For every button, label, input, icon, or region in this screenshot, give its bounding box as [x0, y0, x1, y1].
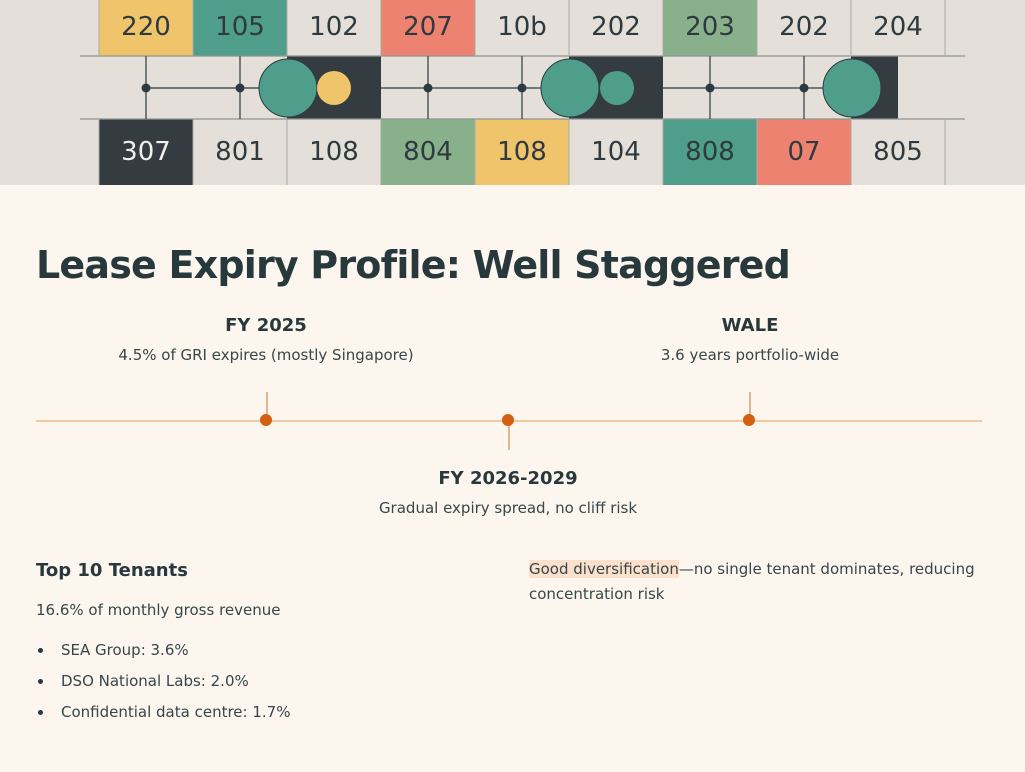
- hero-tile-label: 220: [121, 12, 171, 42]
- hero-tile-label: 104: [591, 137, 641, 167]
- hero-node: [423, 83, 433, 93]
- hero-tile-label: 204: [873, 12, 923, 42]
- hero-tile: [851, 119, 945, 185]
- hero-tile: [99, 119, 193, 185]
- hero-tile: [287, 0, 381, 56]
- hero-tile: [381, 0, 475, 56]
- hero-tile: [663, 0, 757, 56]
- timeline-dot-wale: [743, 414, 755, 426]
- hero-tile: [193, 119, 287, 185]
- hero-tile: [475, 119, 569, 185]
- tenants-list: SEA Group: 3.6% DSO National Labs: 2.0% …: [36, 640, 290, 733]
- diversification-note: Good diversification—no single tenant do…: [529, 557, 999, 607]
- hero-tile-label: 105: [215, 12, 265, 42]
- timeline-event-fy2026-2029: FY 2026-2029 Gradual expiry spread, no c…: [308, 468, 708, 517]
- event-description: Gradual expiry spread, no cliff risk: [378, 499, 638, 517]
- timeline-tick-wale: [749, 392, 751, 420]
- hero-tile: [851, 0, 945, 56]
- hero-tile-label: 202: [779, 12, 829, 42]
- event-description: 3.6 years portfolio-wide: [660, 346, 840, 364]
- hero-tile-label: 804: [403, 137, 453, 167]
- hero-tile: [287, 119, 381, 185]
- timeline-dot-fy2026: [502, 414, 514, 426]
- note-highlight: Good diversification: [529, 560, 679, 578]
- hero-tile-label: 202: [591, 12, 641, 42]
- hero-tile-label: 07: [787, 137, 820, 167]
- hero-tile-label: 203: [685, 12, 735, 42]
- hero-tile-label: 108: [309, 137, 359, 167]
- hero-tile-label: 10b: [497, 12, 547, 42]
- hero-tile: [381, 119, 475, 185]
- hero-illustration: 220 105 102 207 10b 202 203 202 204 307 801 108 804 1…: [0, 0, 1025, 185]
- page-title: Lease Expiry Profile: Well Staggered: [36, 243, 791, 287]
- hero-tile: [757, 0, 851, 56]
- hero-circle: [258, 58, 318, 118]
- hero-node: [799, 83, 809, 93]
- list-item: SEA Group: 3.6%: [36, 640, 290, 671]
- hero-tile: [193, 0, 287, 56]
- hero-circle: [822, 58, 882, 118]
- hero-tile: [569, 119, 663, 185]
- hero-tile: [475, 0, 569, 56]
- hero-node: [705, 83, 715, 93]
- hero-tile: [757, 119, 851, 185]
- hero-circle: [540, 58, 600, 118]
- note-text: —no single tenant dominates, reducing co…: [529, 560, 975, 603]
- hero-node: [517, 83, 527, 93]
- hero-circle: [317, 71, 351, 105]
- timeline-tick-fy2026: [508, 420, 510, 450]
- timeline-tick-fy2025: [266, 392, 268, 420]
- timeline-event-fy2025: FY 2025 4.5% of GRI expires (mostly Sing…: [66, 315, 466, 364]
- hero-tile-label: 102: [309, 12, 359, 42]
- hero-tile: [569, 0, 663, 56]
- list-item: DSO National Labs: 2.0%: [36, 671, 290, 702]
- list-item: Confidential data centre: 1.7%: [36, 702, 290, 733]
- hero-tile-label: 808: [685, 137, 735, 167]
- hero-tile-label: 805: [873, 137, 923, 167]
- timeline-dot-fy2025: [260, 414, 272, 426]
- hero-tile-label: 207: [403, 12, 453, 42]
- hero-tile: [99, 0, 193, 56]
- tenants-heading: Top 10 Tenants: [36, 560, 188, 581]
- hero-graphic: 220 105 102 207 10b 202 203 202 204 307 801 108 804 1…: [0, 0, 1025, 185]
- event-title: WALE: [721, 315, 779, 336]
- hero-node: [141, 83, 151, 93]
- hero-node: [235, 83, 245, 93]
- event-title: FY 2025: [225, 315, 307, 336]
- hero-circle: [600, 71, 634, 105]
- hero-tile-label: 307: [121, 137, 171, 167]
- event-title: FY 2026-2029: [438, 468, 578, 489]
- timeline-event-wale: WALE 3.6 years portfolio-wide: [550, 315, 950, 364]
- hero-tile-label: 108: [497, 137, 547, 167]
- hero-tile-label: 801: [215, 137, 265, 167]
- event-description: 4.5% of GRI expires (mostly Singapore): [118, 346, 414, 364]
- hero-tile: [663, 119, 757, 185]
- tenants-subtitle: 16.6% of monthly gross revenue: [36, 601, 281, 619]
